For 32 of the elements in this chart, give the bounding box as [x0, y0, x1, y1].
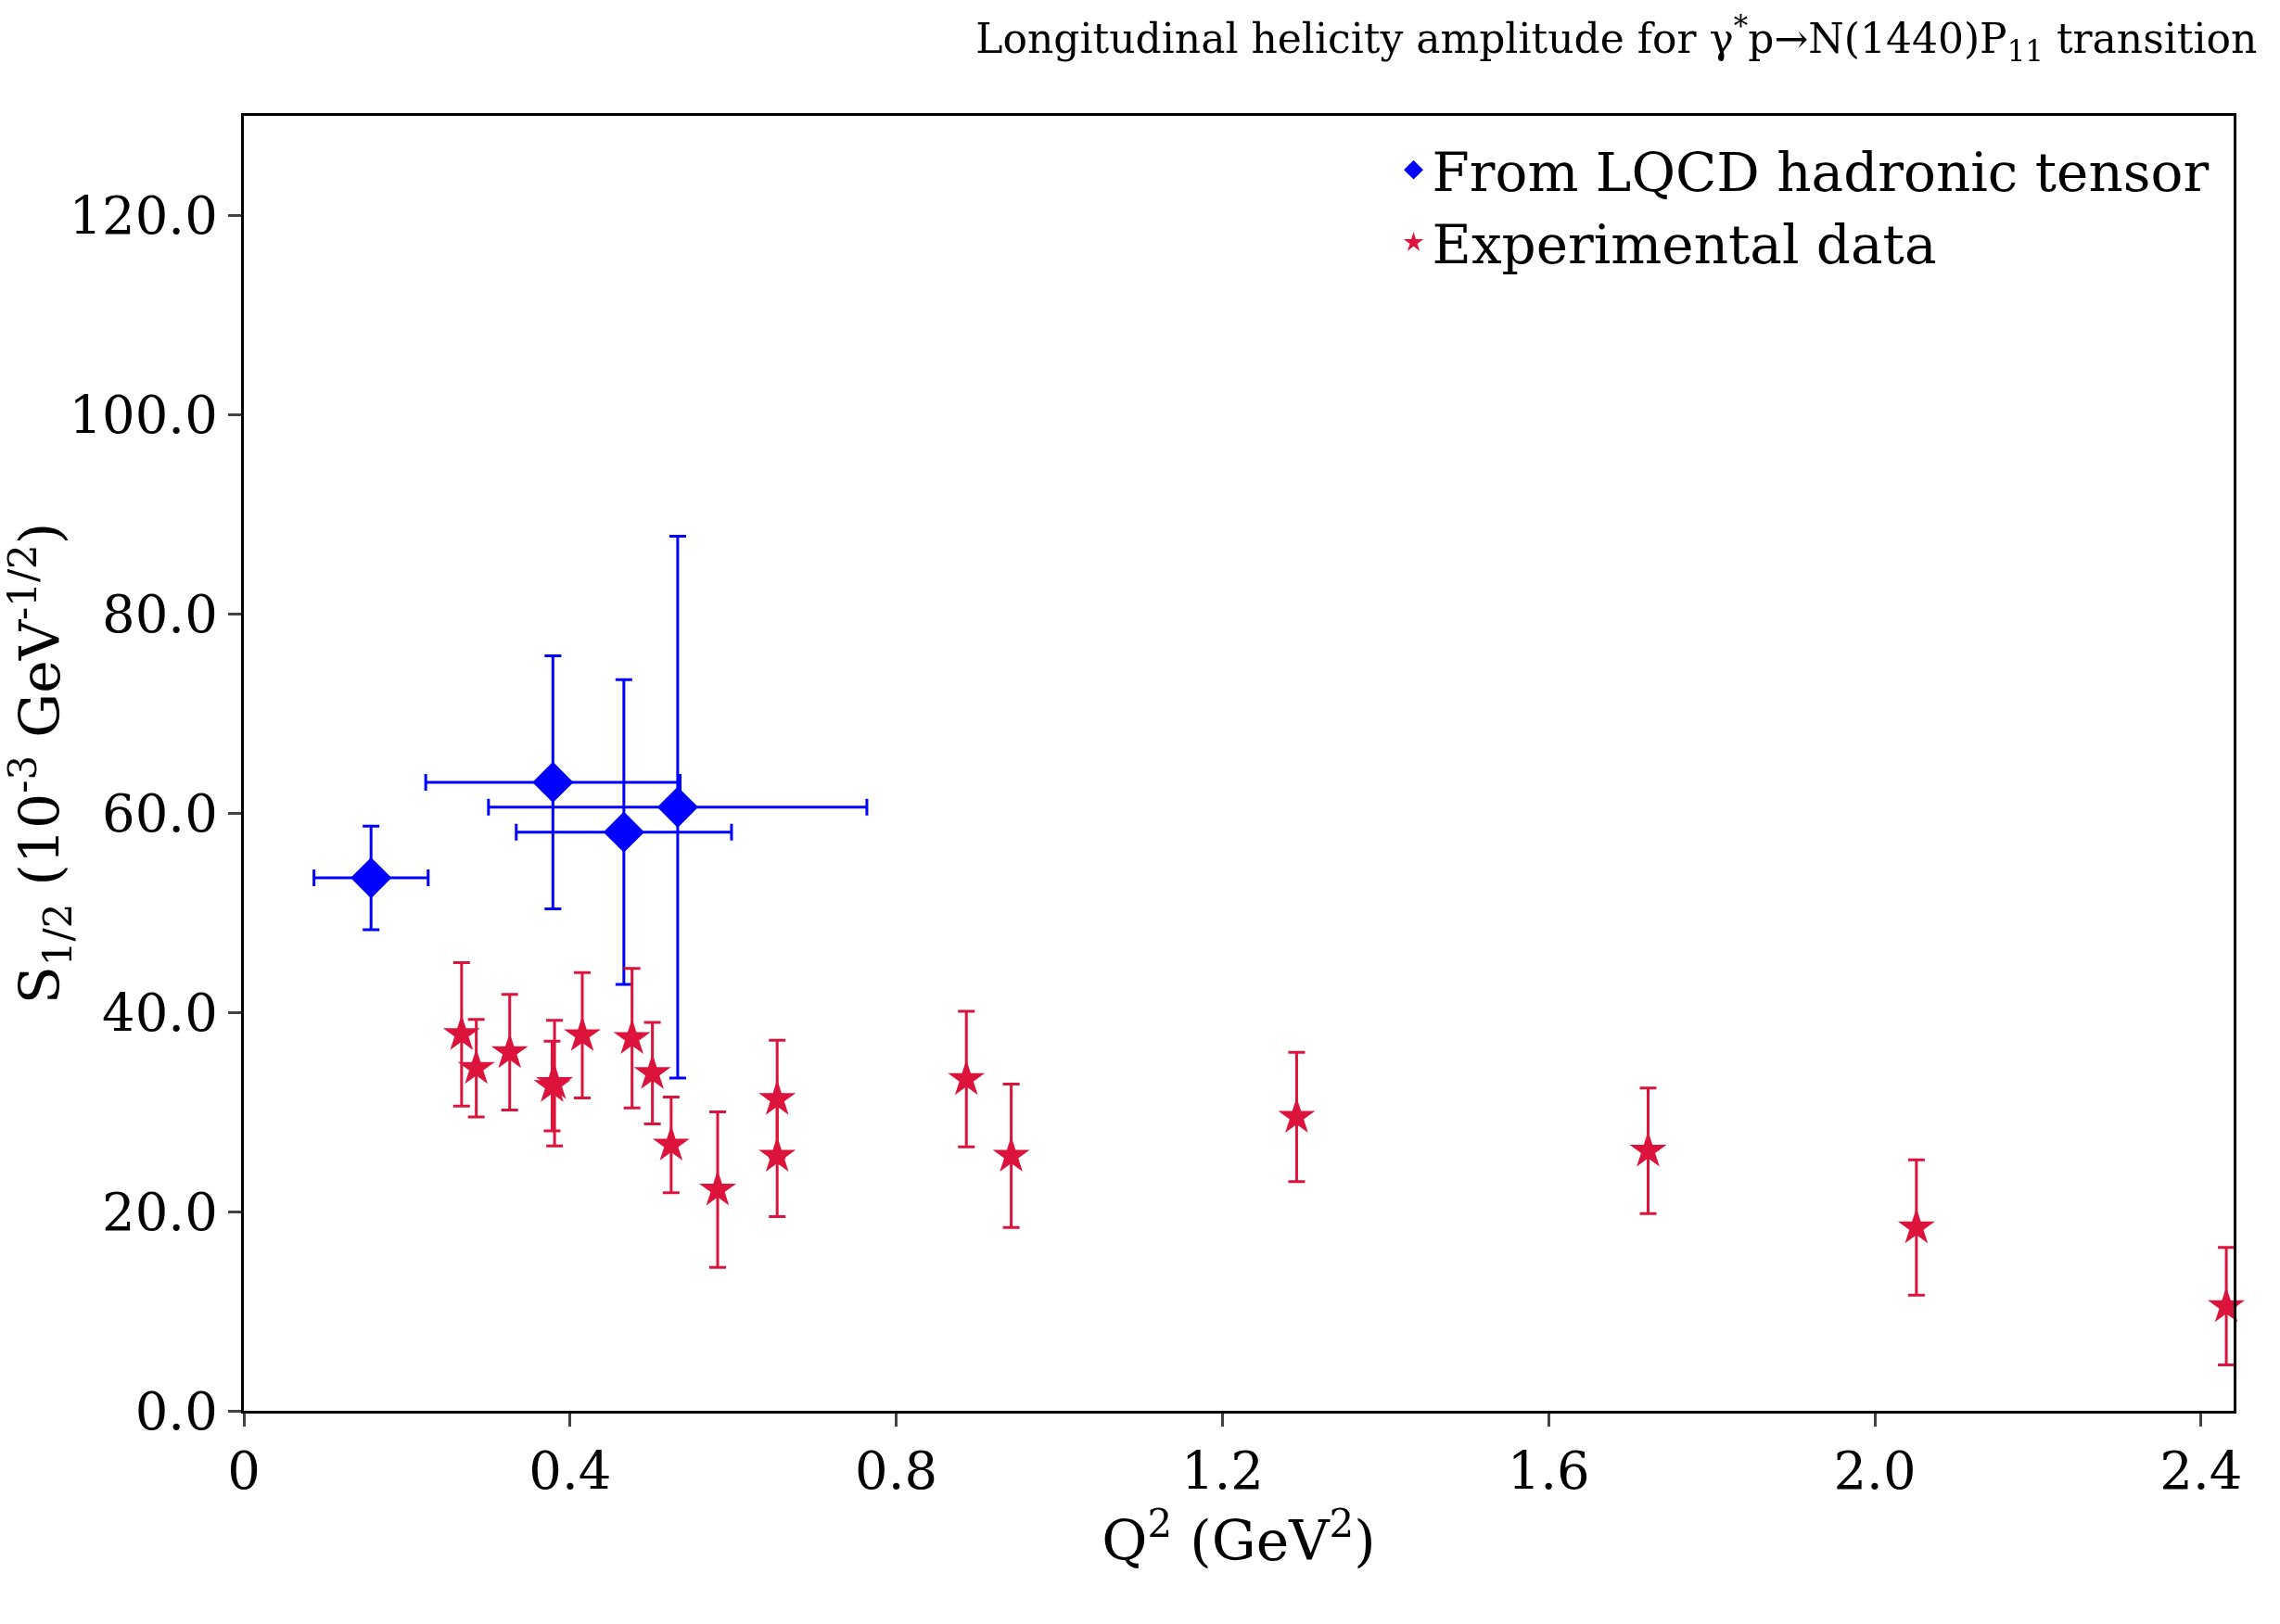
y-tick-label: 20.0	[102, 1181, 218, 1242]
legend-label: Experimental data	[1432, 213, 1937, 277]
point	[442, 1014, 480, 1050]
x-tick-label: 1.6	[1507, 1440, 1590, 1502]
y-tick-label: 40.0	[102, 982, 218, 1043]
point	[652, 1125, 690, 1161]
point	[656, 786, 698, 828]
point	[532, 761, 574, 804]
y-tick-label: 120.0	[69, 185, 218, 247]
y-tick-label: 100.0	[69, 384, 218, 445]
chart-title: Longitudinal helicity amplitude for γ$^{*}$p→N(1440)P$_{11}$ transition	[975, 8, 2258, 69]
point	[633, 1053, 671, 1089]
point	[603, 811, 644, 853]
x-tick-label: 0	[227, 1440, 261, 1502]
y-tick-label: 80.0	[102, 583, 218, 644]
point	[350, 856, 392, 899]
point	[490, 1033, 529, 1069]
point	[948, 1059, 986, 1096]
x-axis-title: Q$^{2}$ (GeV$^{2}$)	[1102, 1501, 1376, 1574]
x-tick-label: 2.4	[2159, 1440, 2243, 1502]
x-tick-label: 0.4	[529, 1440, 612, 1502]
point	[613, 1019, 651, 1055]
y-tick-label: 60.0	[102, 782, 218, 844]
legend-label: From LQCD hadronic tensor	[1432, 140, 2210, 204]
x-tick-label: 1.2	[1180, 1440, 1264, 1502]
x-tick-label: 2.0	[1833, 1440, 1917, 1502]
point	[457, 1048, 495, 1085]
point	[992, 1136, 1030, 1172]
x-tick-label: 0.8	[855, 1440, 938, 1502]
point	[758, 1079, 796, 1115]
y-tick-label: 0.0	[134, 1380, 218, 1441]
point	[1897, 1208, 1935, 1244]
